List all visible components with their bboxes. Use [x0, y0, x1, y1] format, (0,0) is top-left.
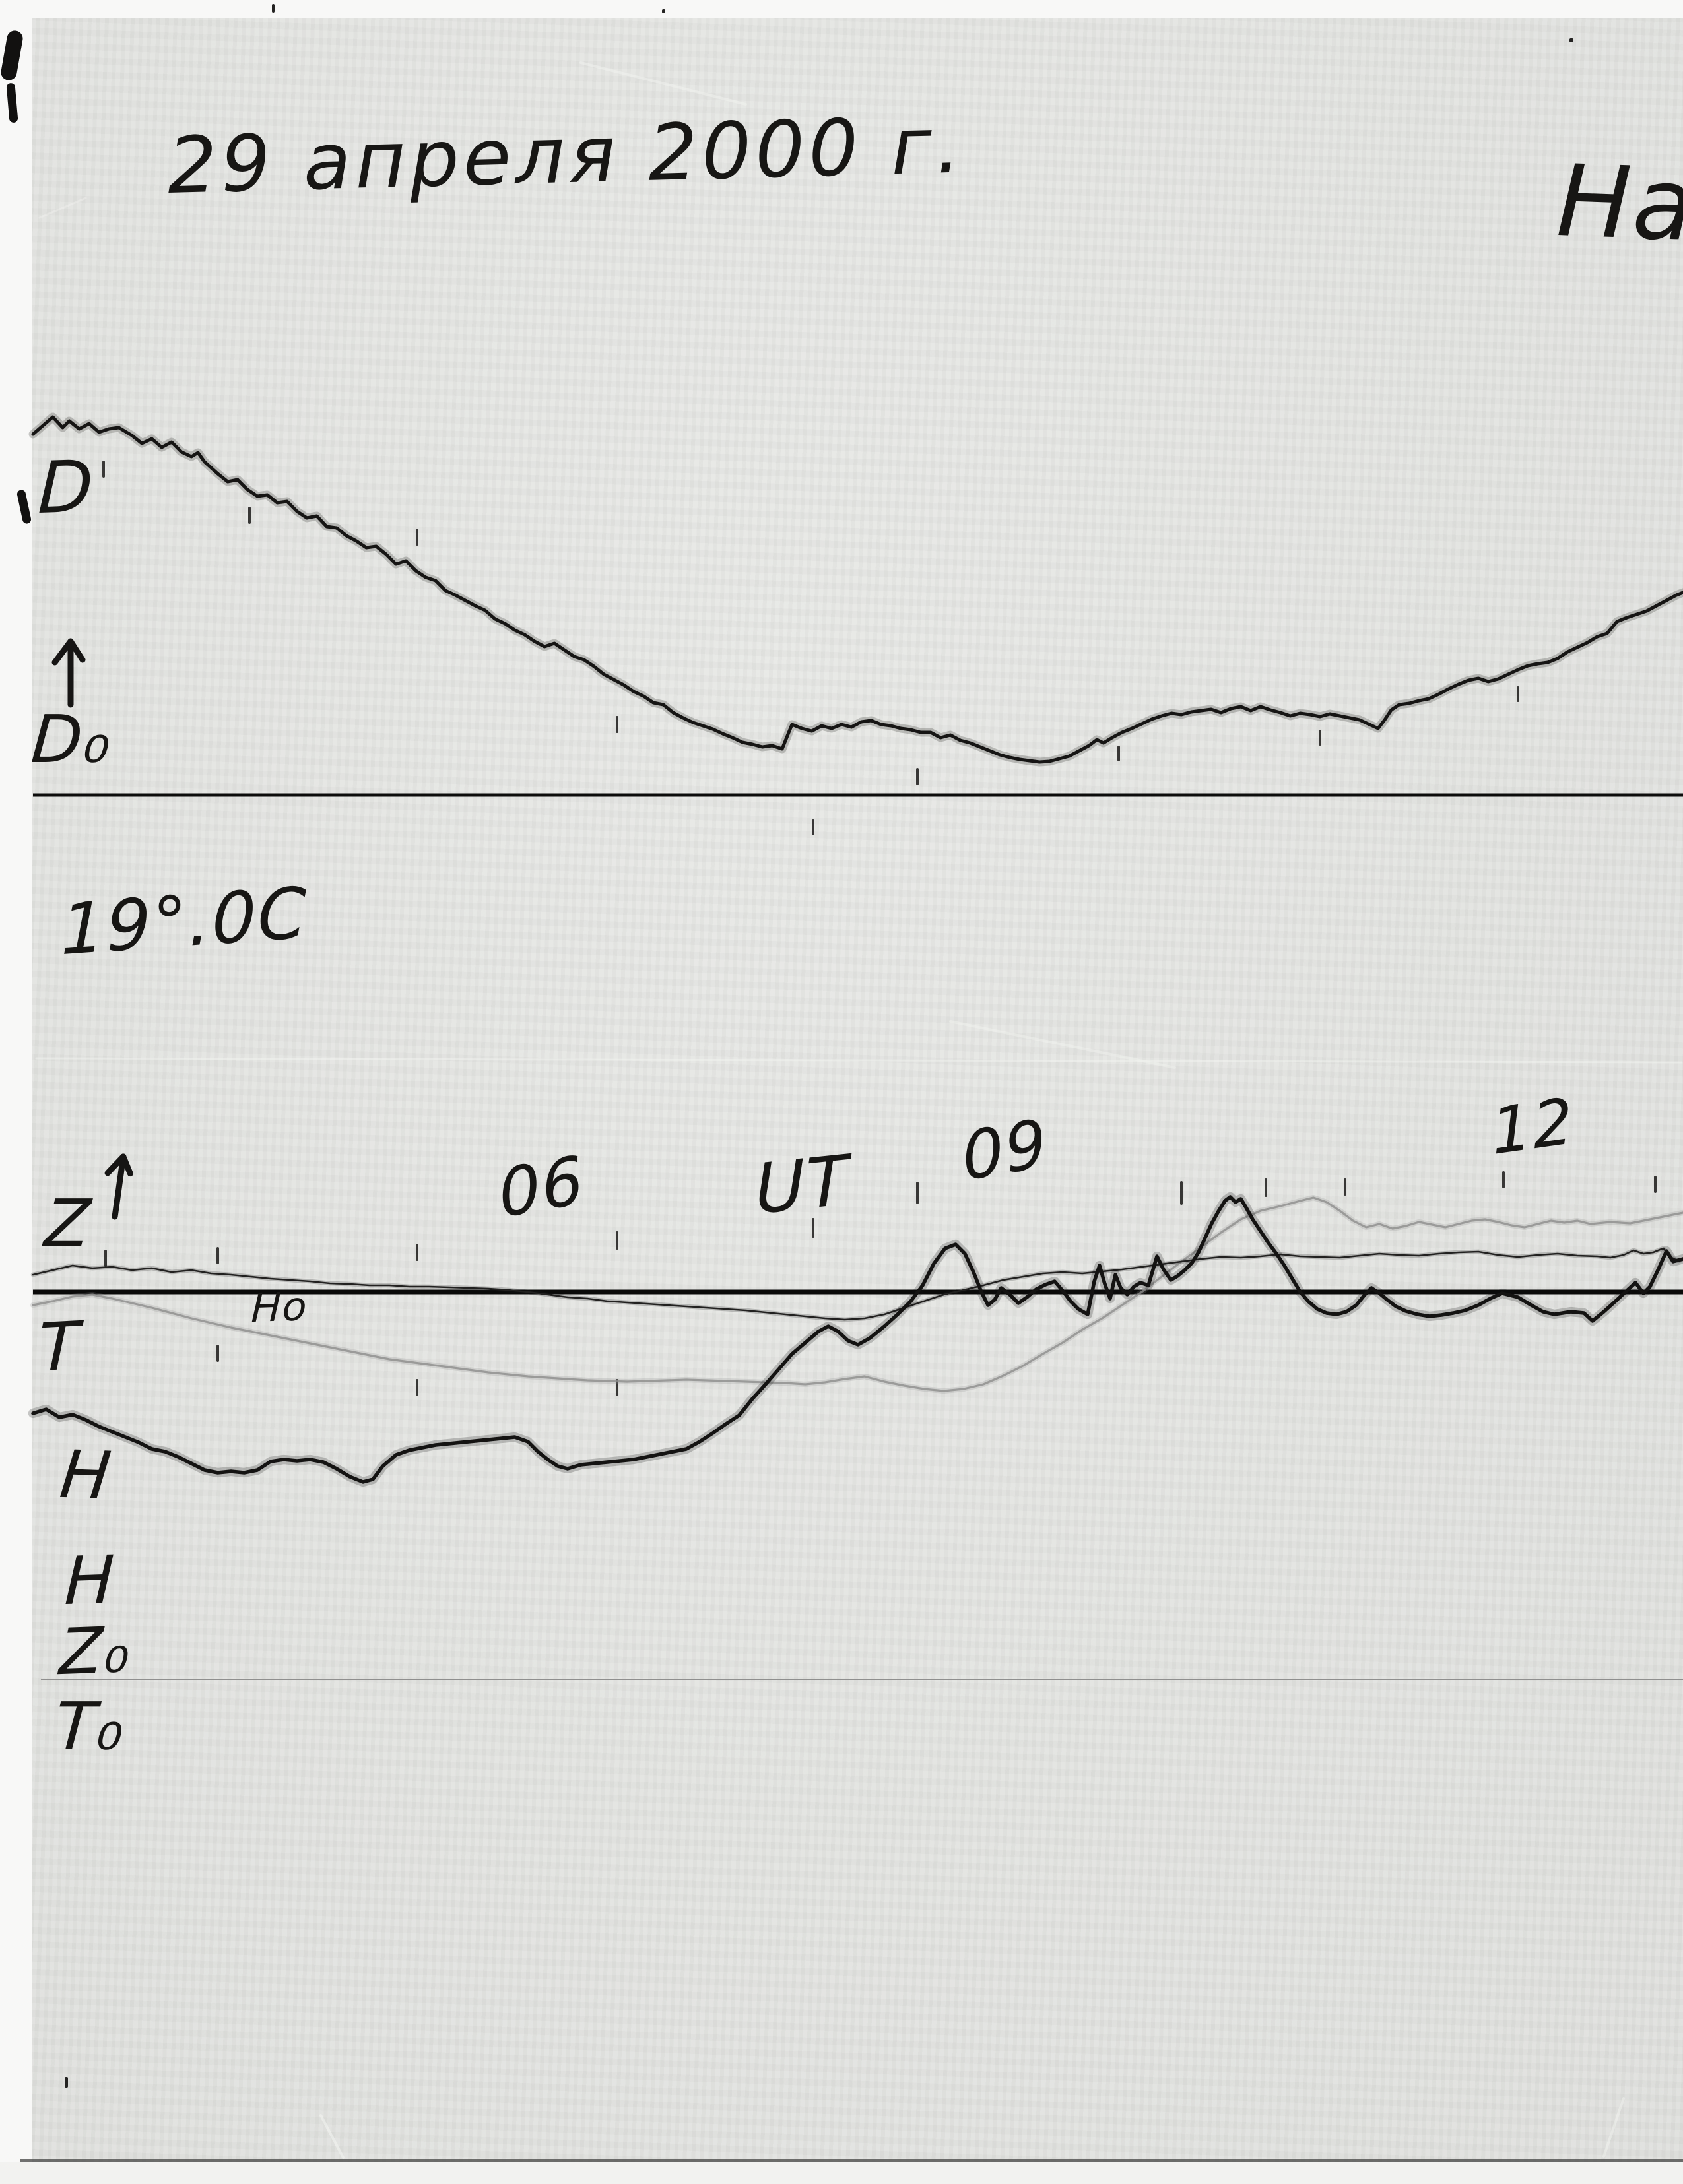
label-comp-t: T — [38, 1306, 82, 1387]
label-hour-09: 09 — [958, 1104, 1052, 1196]
label-baseline-d0: D₀ — [28, 701, 115, 778]
label-comp-d: D — [36, 445, 96, 530]
scanner-background — [0, 2162, 1683, 2184]
label-baseline-t0: T₀ — [52, 1688, 128, 1765]
label-comp-h: H — [56, 1436, 116, 1515]
arrow-up-z — [104, 1153, 133, 1220]
label-baseline-h0-small: Hо — [250, 1283, 309, 1332]
trace-D — [31, 415, 1683, 764]
chart-paper — [32, 18, 1683, 2163]
label-comp-h-second: H — [63, 1541, 117, 1621]
trace-D-halo — [28, 412, 1683, 767]
ink-speck — [1569, 38, 1573, 42]
label-temperature: 19°.0C — [61, 872, 308, 971]
label-hour-06: 06 — [495, 1141, 589, 1233]
ink-speck — [65, 2077, 68, 2088]
corner-text-fragment: На — [1554, 144, 1683, 264]
paper-crease — [1602, 2097, 1625, 2158]
ink-speck — [272, 4, 275, 13]
label-comp-z: Z — [42, 1185, 94, 1262]
ink-blob — [6, 83, 18, 123]
ink-blob — [16, 490, 32, 524]
ink-blob — [1, 30, 23, 80]
arrow-up-d — [51, 638, 86, 708]
paper-crease — [949, 1020, 1176, 1069]
label-baseline-z0: Z₀ — [58, 1613, 133, 1690]
paper-crease — [579, 61, 747, 106]
label-hour-12: 12 — [1489, 1083, 1577, 1169]
trace-H — [31, 1195, 1683, 1484]
trace-T — [32, 1196, 1683, 1392]
paper-crease — [319, 2114, 345, 2159]
paper-crease — [38, 197, 87, 219]
label-axis-ut: UT — [754, 1139, 851, 1231]
paper-crease — [35, 1057, 1683, 1064]
ink-speck — [662, 9, 665, 13]
paper-bottom-edge — [20, 2159, 1683, 2162]
